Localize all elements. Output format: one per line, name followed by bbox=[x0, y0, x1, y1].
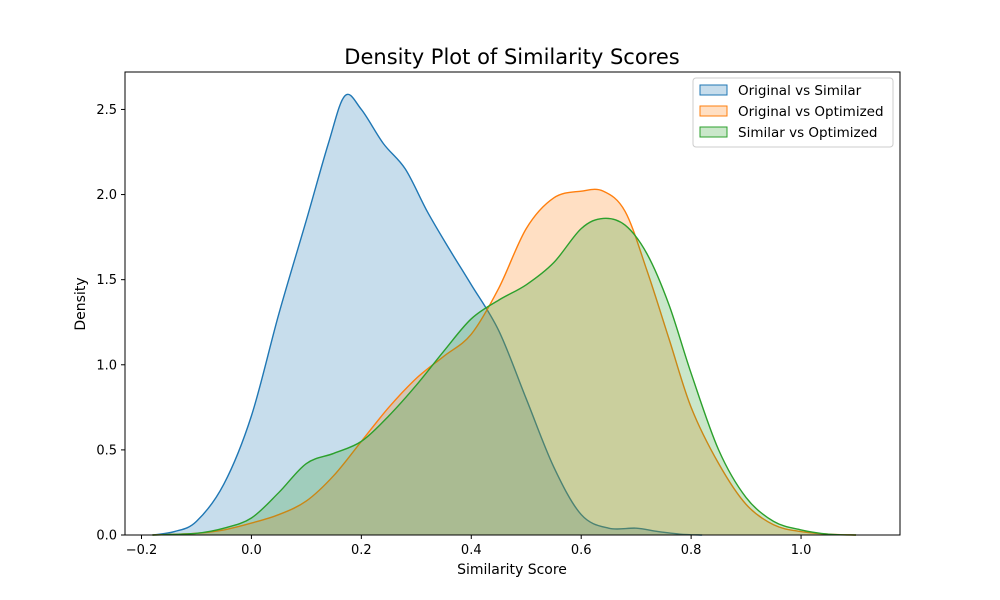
legend-label: Original vs Optimized bbox=[738, 104, 884, 120]
chart-title: Density Plot of Similarity Scores bbox=[344, 45, 679, 69]
x-tick-label: −0.2 bbox=[126, 543, 158, 558]
series-layer bbox=[152, 93, 857, 536]
x-tick-label: 0.8 bbox=[681, 543, 702, 558]
y-tick-label: 0.0 bbox=[96, 529, 117, 544]
legend: Original vs Similar Original vs Optimized… bbox=[692, 77, 894, 148]
x-tick-label: 0.2 bbox=[351, 543, 372, 558]
y-tick-label: 0.5 bbox=[96, 443, 117, 458]
density-line-1 bbox=[152, 93, 703, 536]
legend-box bbox=[692, 77, 894, 148]
legend-swatch bbox=[699, 105, 728, 117]
x-tick-label: 0.0 bbox=[241, 543, 262, 558]
density-line-2 bbox=[152, 188, 857, 536]
legend-swatch bbox=[699, 126, 728, 138]
axes-layer: −0.2 0.0 0.2 0.4 0.6 0.8 1.0 0.0 0.5 1.0 1.5 2.0 2.5 bbox=[96, 71, 901, 558]
legend-item: Original vs Similar bbox=[699, 83, 862, 99]
y-tick-label: 1.5 bbox=[96, 273, 117, 288]
y-tick-label: 1.0 bbox=[96, 358, 117, 373]
x-tick-label: 0.6 bbox=[571, 543, 592, 558]
legend-label: Original vs Similar bbox=[738, 83, 862, 99]
legend-item: Similar vs Optimized bbox=[699, 125, 878, 141]
x-axis-label: Similarity Score bbox=[457, 562, 567, 578]
x-tick-label: 1.0 bbox=[791, 543, 812, 558]
legend-label: Similar vs Optimized bbox=[738, 125, 878, 141]
legend-swatch bbox=[699, 84, 728, 96]
legend-item: Original vs Optimized bbox=[699, 104, 884, 120]
x-tick-label: 0.4 bbox=[461, 543, 482, 558]
plot-frame bbox=[124, 71, 901, 536]
y-tick-label: 2.5 bbox=[96, 103, 117, 118]
y-tick-label: 2.0 bbox=[96, 188, 117, 203]
density-line-3 bbox=[152, 217, 857, 536]
density-area-2 bbox=[152, 189, 857, 535]
density-area-1 bbox=[152, 94, 703, 535]
y-axis-label: Density bbox=[73, 277, 89, 330]
